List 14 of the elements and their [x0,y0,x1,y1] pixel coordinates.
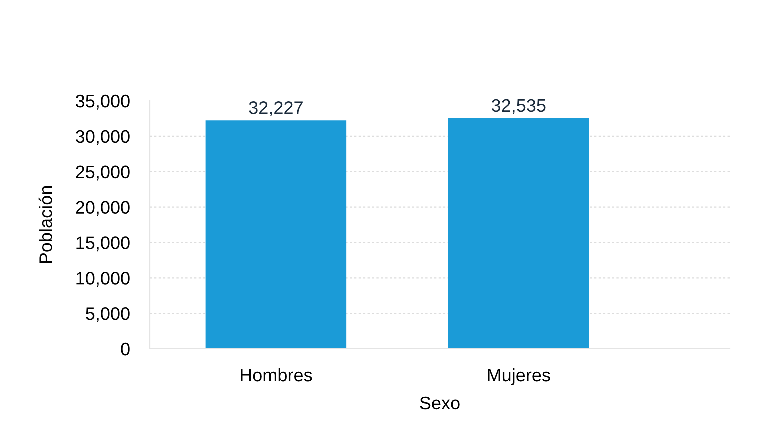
x-tick-label: Hombres [241,368,312,382]
y-tick-label: 30,000 [76,130,130,146]
y-tick-label: 0 [121,342,130,356]
y-axis-title: Población [38,186,52,264]
data-label: 32,535 [492,99,546,114]
x-tick-label: Mujeres [488,368,550,386]
y-tick-label: 25,000 [76,166,130,181]
y-tick-label: 10,000 [76,272,130,287]
y-tick-label: 35,000 [76,94,130,110]
y-tick-label: 15,000 [76,236,130,252]
data-label: 32,227 [249,102,303,116]
x-axis-title: Sexo [420,396,460,410]
y-tick-label: 20,000 [76,201,130,216]
y-tick-label: 5,000 [86,308,130,322]
